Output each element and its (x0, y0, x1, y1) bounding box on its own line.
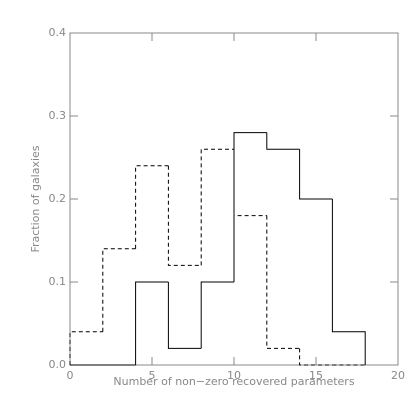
y-axis-label: Fraction of galaxies (29, 145, 42, 252)
histogram-bin (233, 149, 267, 217)
x-tick-label: 0 (67, 369, 74, 382)
histogram-bin (167, 282, 202, 349)
x-axis-label: Number of non−zero recovered parameters (113, 375, 354, 388)
y-tick-label: 0.2 (49, 192, 67, 205)
histogram-bin (167, 165, 202, 266)
histogram-bin (200, 148, 234, 266)
x-tick-label: 10 (227, 369, 241, 382)
histogram-bin (266, 132, 300, 150)
y-tick-label: 0.1 (49, 275, 67, 288)
x-tick-label: 15 (309, 369, 323, 382)
histogram-bin (200, 281, 234, 349)
histogram-bin (266, 215, 300, 349)
histogram-bin (299, 348, 333, 366)
histogram-bin (135, 165, 169, 249)
histogram-bin (299, 149, 333, 200)
histogram-bin (331, 199, 366, 365)
histogram-bin (233, 132, 267, 282)
x-tick-label: 20 (391, 369, 405, 382)
x-tick-label: 5 (149, 369, 156, 382)
y-tick-label: 0.4 (49, 26, 67, 39)
y-tick-label: 0.3 (49, 109, 67, 122)
histogram-bin (102, 248, 136, 332)
y-tick-label: 0.0 (49, 358, 67, 371)
histogram-bin (135, 281, 169, 365)
histogram-bin (69, 331, 103, 365)
